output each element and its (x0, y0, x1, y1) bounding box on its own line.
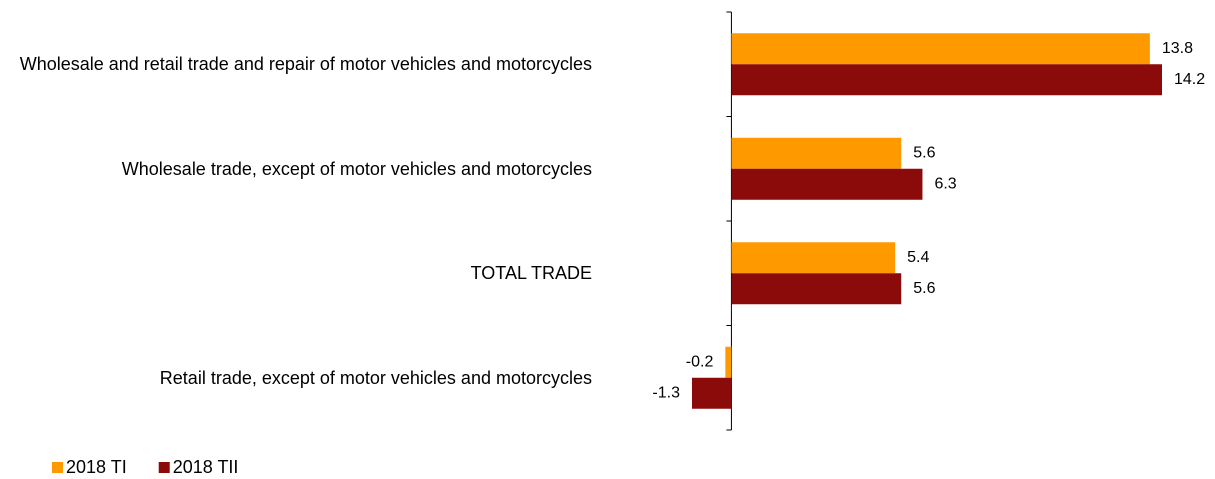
category-label: Wholesale and retail trade and repair of… (0, 53, 592, 75)
category-label: Retail trade, except of motor vehicles a… (0, 367, 592, 389)
value-label: 5.6 (913, 280, 935, 297)
legend-label: 2018 TII (173, 457, 239, 477)
bar (731, 273, 902, 305)
value-label: 5.4 (907, 249, 929, 266)
value-label: -1.3 (652, 384, 680, 401)
bar (731, 242, 896, 274)
value-label: 14.2 (1174, 71, 1205, 88)
category-label: TOTAL TRADE (0, 262, 592, 284)
bar (725, 346, 732, 378)
legend-swatch (52, 462, 63, 473)
bar (731, 33, 1150, 65)
legend-swatch (158, 462, 170, 473)
bar (692, 377, 732, 409)
value-label: 6.3 (934, 175, 956, 192)
legend-label: 2018 TI (66, 457, 127, 477)
bar (731, 137, 902, 169)
category-text: Wholesale and retail trade and repair of… (19, 54, 592, 75)
bar (731, 64, 1162, 96)
category-text: Retail trade, except of motor vehicles a… (159, 367, 592, 388)
value-label: 13.8 (1162, 40, 1193, 57)
category-text: TOTAL TRADE (470, 263, 592, 284)
category-text: Wholesale trade, except of motor vehicle… (121, 158, 592, 179)
bar (731, 168, 923, 200)
value-label: -0.2 (686, 353, 714, 370)
value-label: 5.6 (913, 144, 935, 161)
category-label: Wholesale trade, except of motor vehicle… (0, 158, 592, 180)
